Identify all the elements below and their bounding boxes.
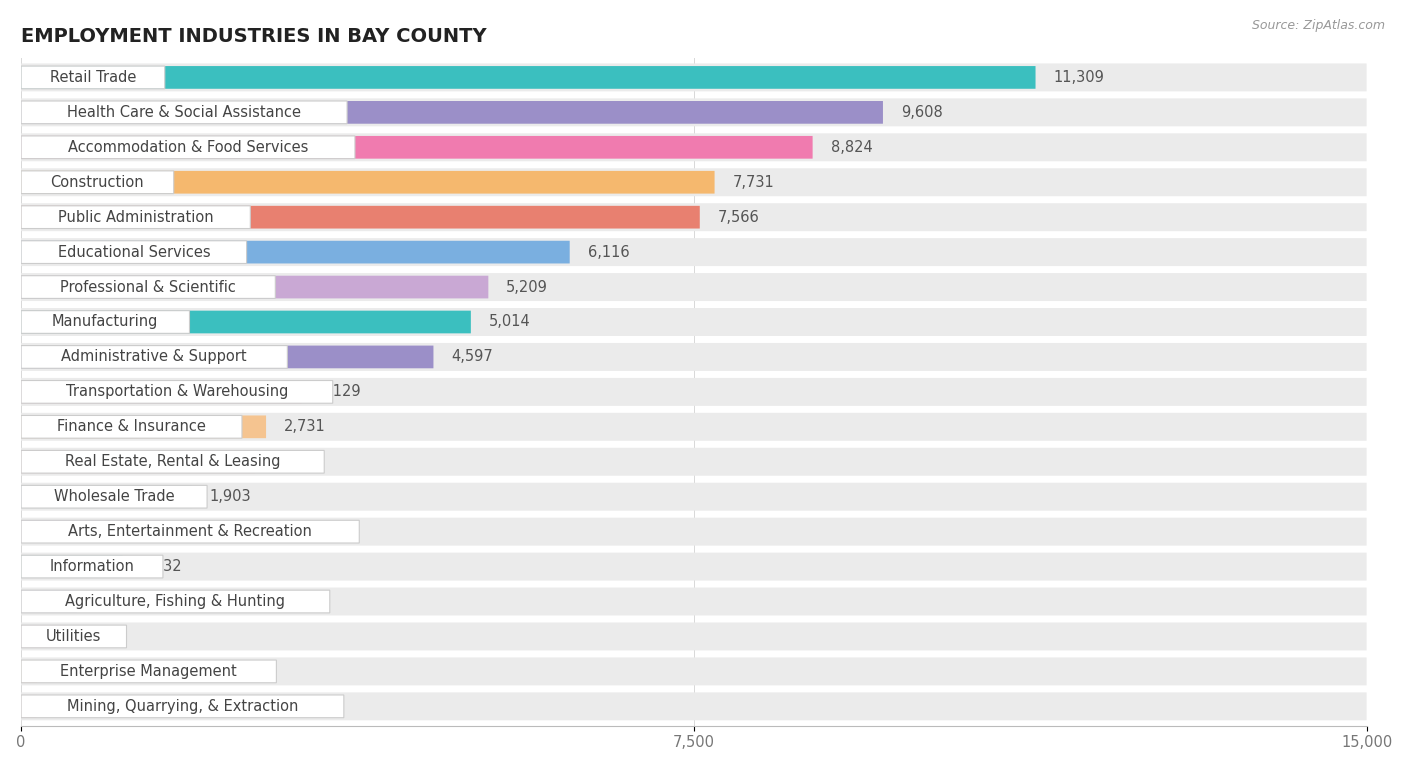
FancyBboxPatch shape <box>21 203 1367 231</box>
Text: 2,731: 2,731 <box>284 419 326 435</box>
FancyBboxPatch shape <box>21 660 37 683</box>
Text: 7,731: 7,731 <box>733 175 775 190</box>
FancyBboxPatch shape <box>21 622 1367 650</box>
Text: 11,309: 11,309 <box>1053 70 1104 85</box>
FancyBboxPatch shape <box>21 171 714 193</box>
FancyBboxPatch shape <box>21 241 569 264</box>
Text: Manufacturing: Manufacturing <box>52 314 159 330</box>
Text: 9,608: 9,608 <box>901 105 942 120</box>
FancyBboxPatch shape <box>21 168 1367 196</box>
FancyBboxPatch shape <box>21 101 883 123</box>
Text: Utilities: Utilities <box>46 629 101 644</box>
Text: 1,132: 1,132 <box>141 559 183 574</box>
Text: Health Care & Social Assistance: Health Care & Social Assistance <box>67 105 301 120</box>
FancyBboxPatch shape <box>21 171 174 193</box>
FancyBboxPatch shape <box>21 413 1367 441</box>
Text: Educational Services: Educational Services <box>58 244 209 260</box>
FancyBboxPatch shape <box>21 241 246 264</box>
Text: Professional & Scientific: Professional & Scientific <box>60 279 236 295</box>
FancyBboxPatch shape <box>21 380 333 404</box>
Text: Mining, Quarrying, & Extraction: Mining, Quarrying, & Extraction <box>66 699 298 714</box>
FancyBboxPatch shape <box>21 415 242 438</box>
Text: Real Estate, Rental & Leasing: Real Estate, Rental & Leasing <box>65 454 280 469</box>
FancyBboxPatch shape <box>21 133 1367 161</box>
Text: Construction: Construction <box>51 175 145 190</box>
FancyBboxPatch shape <box>21 450 254 473</box>
FancyBboxPatch shape <box>21 378 1367 406</box>
Text: 7,566: 7,566 <box>717 210 759 225</box>
FancyBboxPatch shape <box>21 308 1367 336</box>
Text: Enterprise Management: Enterprise Management <box>60 664 238 679</box>
FancyBboxPatch shape <box>21 450 325 473</box>
Text: Administrative & Support: Administrative & Support <box>62 349 247 365</box>
FancyBboxPatch shape <box>21 206 250 229</box>
FancyBboxPatch shape <box>21 136 813 158</box>
FancyBboxPatch shape <box>21 310 190 334</box>
Text: 4,597: 4,597 <box>451 349 494 365</box>
Text: Arts, Entertainment & Recreation: Arts, Entertainment & Recreation <box>69 524 312 539</box>
FancyBboxPatch shape <box>21 448 1367 476</box>
FancyBboxPatch shape <box>21 206 700 229</box>
FancyBboxPatch shape <box>21 66 165 88</box>
Text: 620: 620 <box>94 594 122 609</box>
FancyBboxPatch shape <box>21 518 1367 546</box>
Text: 1,903: 1,903 <box>209 489 252 504</box>
FancyBboxPatch shape <box>21 238 1367 266</box>
FancyBboxPatch shape <box>21 692 1367 720</box>
FancyBboxPatch shape <box>21 695 344 718</box>
FancyBboxPatch shape <box>21 520 160 543</box>
FancyBboxPatch shape <box>21 64 1367 92</box>
Text: EMPLOYMENT INDUSTRIES IN BAY COUNTY: EMPLOYMENT INDUSTRIES IN BAY COUNTY <box>21 26 486 46</box>
Text: Public Administration: Public Administration <box>58 210 214 225</box>
Text: 172: 172 <box>55 699 83 714</box>
FancyBboxPatch shape <box>21 657 1367 685</box>
Text: 505: 505 <box>84 629 112 644</box>
Text: Finance & Insurance: Finance & Insurance <box>58 419 205 435</box>
FancyBboxPatch shape <box>21 345 433 369</box>
FancyBboxPatch shape <box>21 380 302 404</box>
FancyBboxPatch shape <box>21 591 77 613</box>
FancyBboxPatch shape <box>21 275 488 299</box>
Text: Retail Trade: Retail Trade <box>49 70 136 85</box>
FancyBboxPatch shape <box>21 555 122 578</box>
FancyBboxPatch shape <box>21 343 1367 371</box>
FancyBboxPatch shape <box>21 695 37 718</box>
Text: 1,545: 1,545 <box>177 524 219 539</box>
FancyBboxPatch shape <box>21 101 347 123</box>
Text: 8,824: 8,824 <box>831 140 872 154</box>
FancyBboxPatch shape <box>21 415 266 438</box>
Text: 178: 178 <box>55 664 83 679</box>
Text: 5,209: 5,209 <box>506 279 548 295</box>
FancyBboxPatch shape <box>21 483 1367 511</box>
FancyBboxPatch shape <box>21 625 127 648</box>
FancyBboxPatch shape <box>21 553 1367 580</box>
Text: Agriculture, Fishing & Hunting: Agriculture, Fishing & Hunting <box>66 594 285 609</box>
Text: 5,014: 5,014 <box>489 314 530 330</box>
FancyBboxPatch shape <box>21 273 1367 301</box>
FancyBboxPatch shape <box>21 555 163 578</box>
Text: 3,129: 3,129 <box>319 384 361 400</box>
FancyBboxPatch shape <box>21 136 354 158</box>
FancyBboxPatch shape <box>21 310 471 334</box>
Text: 6,116: 6,116 <box>588 244 630 260</box>
Text: 2,607: 2,607 <box>273 454 315 469</box>
FancyBboxPatch shape <box>21 587 1367 615</box>
FancyBboxPatch shape <box>21 66 1036 88</box>
FancyBboxPatch shape <box>21 591 330 613</box>
Text: Transportation & Warehousing: Transportation & Warehousing <box>66 384 288 400</box>
FancyBboxPatch shape <box>21 485 207 508</box>
Text: Wholesale Trade: Wholesale Trade <box>53 489 174 504</box>
FancyBboxPatch shape <box>21 275 276 299</box>
Text: Source: ZipAtlas.com: Source: ZipAtlas.com <box>1251 19 1385 33</box>
FancyBboxPatch shape <box>21 520 360 543</box>
Text: Information: Information <box>49 559 135 574</box>
FancyBboxPatch shape <box>21 485 191 508</box>
FancyBboxPatch shape <box>21 625 66 648</box>
FancyBboxPatch shape <box>21 99 1367 126</box>
FancyBboxPatch shape <box>21 660 277 683</box>
Text: Accommodation & Food Services: Accommodation & Food Services <box>67 140 308 154</box>
FancyBboxPatch shape <box>21 345 287 369</box>
